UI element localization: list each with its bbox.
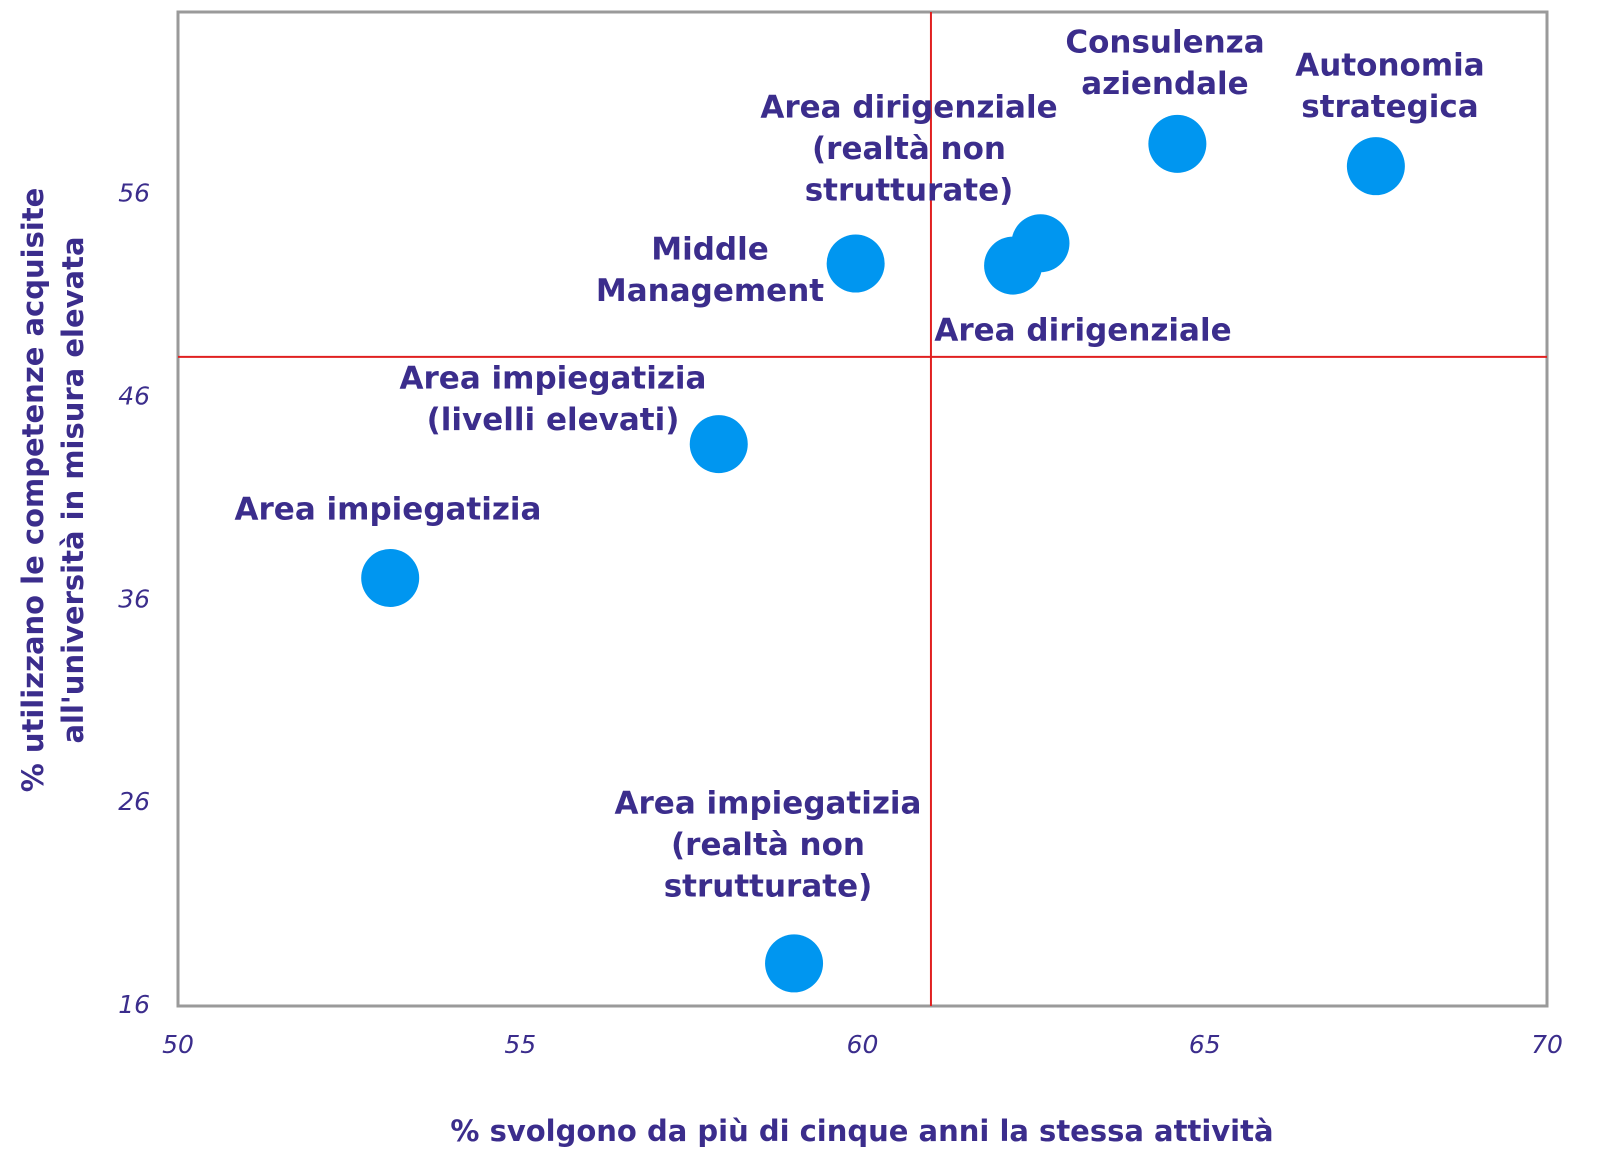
y-tick-label: 56: [118, 179, 150, 208]
point-label: aziendale: [1081, 66, 1248, 102]
point: [984, 236, 1043, 295]
point: [1346, 137, 1405, 196]
point-label: Area impiegatizia: [235, 492, 542, 528]
point-label: (realtà non: [812, 131, 1006, 167]
y-tick-label: 26: [118, 787, 150, 816]
point: [826, 234, 885, 293]
point: [361, 548, 420, 607]
x-tick-label: 65: [1189, 1030, 1221, 1059]
point: [1148, 114, 1207, 173]
x-tick-label: 60: [847, 1030, 879, 1059]
y-tick-label: 16: [118, 990, 150, 1019]
point-label: Middle: [651, 232, 769, 268]
x-tick-label: 70: [1531, 1030, 1563, 1059]
y-axis-title-line: % utilizzano le competenze acquisite: [16, 188, 50, 793]
point-label: (livelli elevati): [427, 402, 680, 438]
x-tick-label: 50: [162, 1030, 194, 1059]
plot-frame: [176, 10, 1549, 1008]
y-axis-title-line: all'università in misura elevata: [56, 236, 90, 743]
point-label: Autonomia: [1295, 48, 1484, 84]
point-label: Area impiegatizia: [615, 786, 922, 822]
point: [765, 934, 824, 993]
point-label: strutturate): [664, 869, 873, 905]
point: [689, 415, 748, 474]
point-label: Consulenza: [1065, 25, 1264, 61]
point-label: strategica: [1301, 89, 1478, 125]
point-label: Area dirigenziale: [760, 90, 1057, 126]
point-label: Area dirigenziale: [934, 313, 1231, 349]
point-label: Management: [596, 273, 824, 309]
y-axis-title: % utilizzano le competenze acquisite all…: [16, 188, 90, 793]
point-label: (realtà non: [671, 827, 865, 863]
y-tick-label: 46: [118, 381, 150, 410]
x-tick-label: 55: [504, 1030, 536, 1059]
y-tick-label: 36: [118, 584, 150, 613]
point-label: Area impiegatizia: [400, 361, 707, 397]
point-label: strutturate): [805, 173, 1014, 209]
x-axis-title: % svolgono da più di cinque anni la stes…: [450, 1114, 1273, 1148]
